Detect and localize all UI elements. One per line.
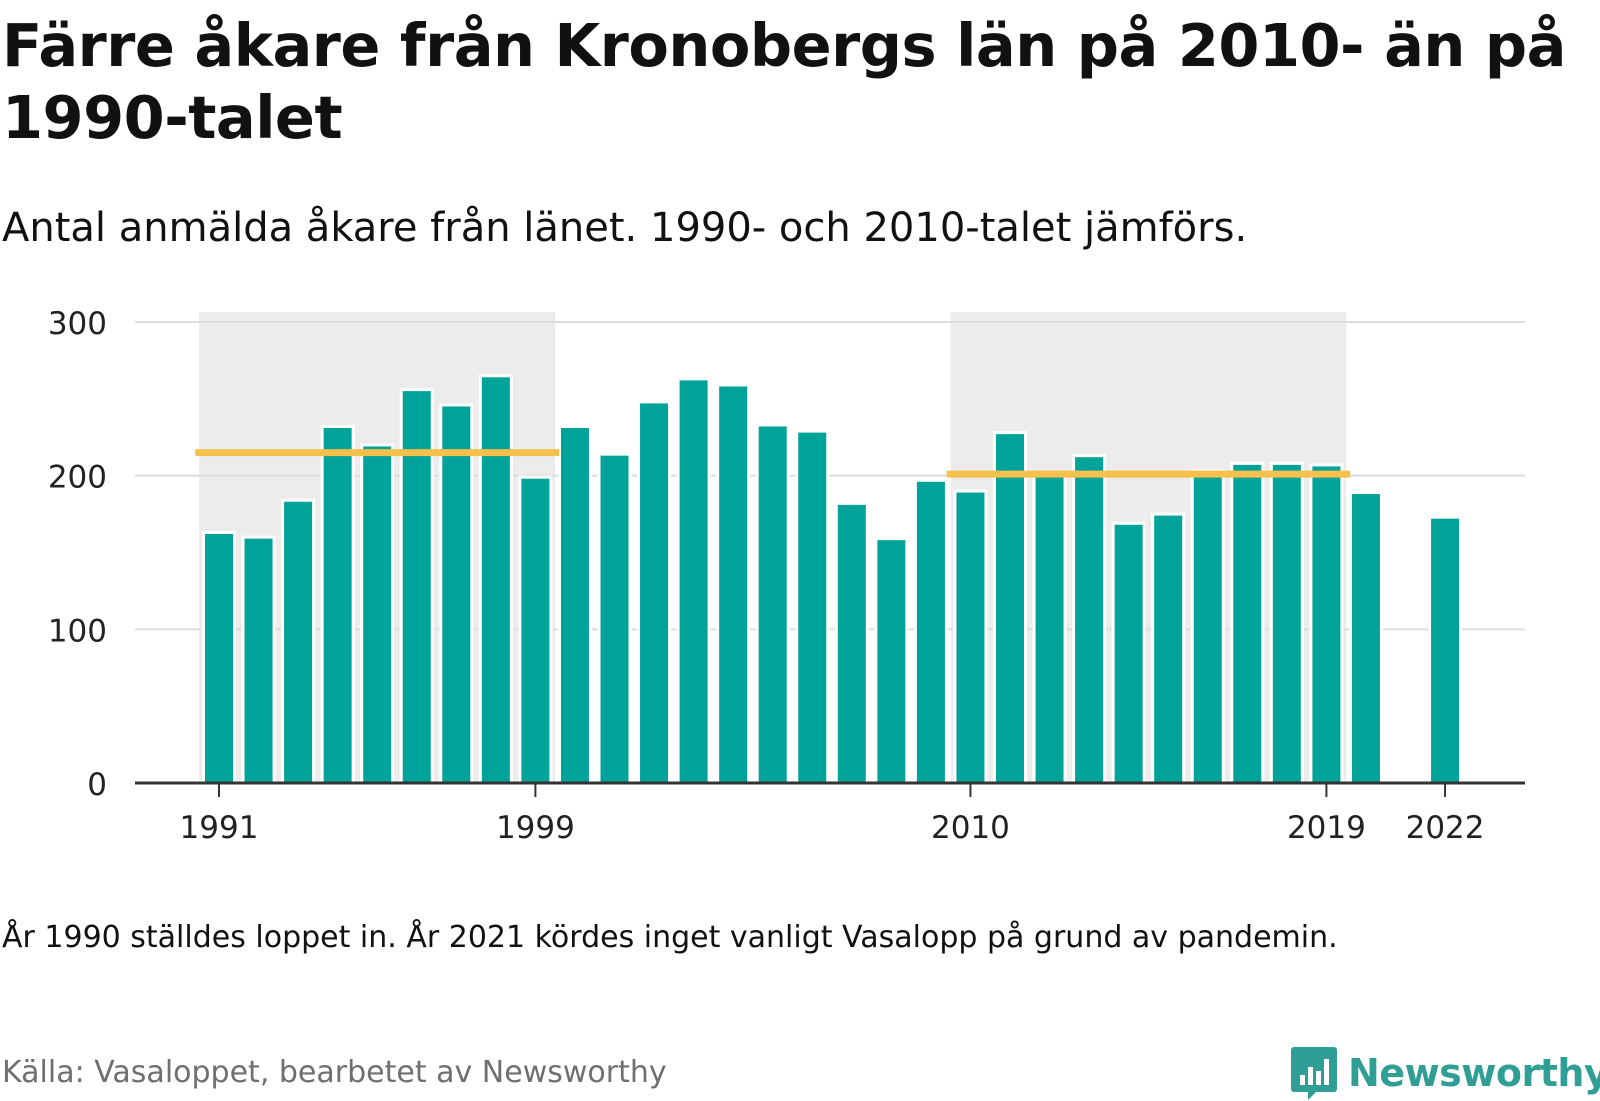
bar-2019 xyxy=(1309,463,1344,785)
y-tick-label: 0 xyxy=(87,767,107,803)
bar-2006 xyxy=(795,429,830,785)
bar-1993 xyxy=(281,498,316,785)
bar-2005 xyxy=(755,423,790,785)
bar-2004 xyxy=(716,383,751,785)
source-credit: Källa: Vasaloppet, bearbetet av Newswort… xyxy=(2,1055,667,1090)
bar-2017 xyxy=(1230,461,1265,785)
chart-title: Färre åkare från Kronobergs län på 2010-… xyxy=(2,11,1566,152)
bar-1997 xyxy=(439,403,474,785)
bar-2009 xyxy=(913,478,948,785)
y-tick-label: 100 xyxy=(48,613,107,649)
bar-2013 xyxy=(1072,454,1107,785)
bar-2001 xyxy=(597,452,632,785)
bar-2022 xyxy=(1428,515,1463,785)
bar-2003 xyxy=(676,377,711,785)
bar-1998 xyxy=(478,374,513,785)
bar-2007 xyxy=(834,501,869,785)
newsworthy-chart-icon xyxy=(1291,1047,1337,1100)
bar-2010 xyxy=(953,489,988,785)
bar-2008 xyxy=(874,537,909,785)
bar-2015 xyxy=(1151,512,1186,785)
brand-name: Newsworthy xyxy=(1348,1051,1600,1095)
bar-2020 xyxy=(1348,491,1383,785)
bar-1992 xyxy=(241,535,276,785)
bar-1999 xyxy=(518,475,553,785)
bar-2012 xyxy=(1032,471,1067,785)
bar-2011 xyxy=(993,431,1027,785)
bar-1996 xyxy=(399,388,434,785)
x-tick-label: 2010 xyxy=(931,810,1010,846)
bar-2014 xyxy=(1111,521,1146,785)
y-tick-label: 200 xyxy=(48,460,107,496)
x-tick-label: 2022 xyxy=(1406,810,1485,846)
newsworthy-logo: Newsworthy xyxy=(1290,1045,1600,1101)
x-tick-label: 1999 xyxy=(496,810,575,846)
chart-footnote: År 1990 ställdes loppet in. År 2021 körd… xyxy=(2,920,1338,955)
bar-1994 xyxy=(320,424,355,785)
bar-2002 xyxy=(637,400,672,785)
bar-2018 xyxy=(1269,461,1304,785)
y-tick-label: 300 xyxy=(48,306,107,342)
bar-1995 xyxy=(360,443,395,785)
x-tick-label: 2019 xyxy=(1287,810,1366,846)
bar-2016 xyxy=(1190,469,1225,785)
bar-1991 xyxy=(202,531,236,785)
chart-subtitle: Antal anmälda åkare från länet. 1990- oc… xyxy=(2,205,1248,251)
bar-chart: 0 100 200 300 1991 1999 2010 2019 2022 xyxy=(48,306,1525,846)
bar-2000 xyxy=(557,424,592,785)
x-tick-label: 1991 xyxy=(180,810,259,846)
